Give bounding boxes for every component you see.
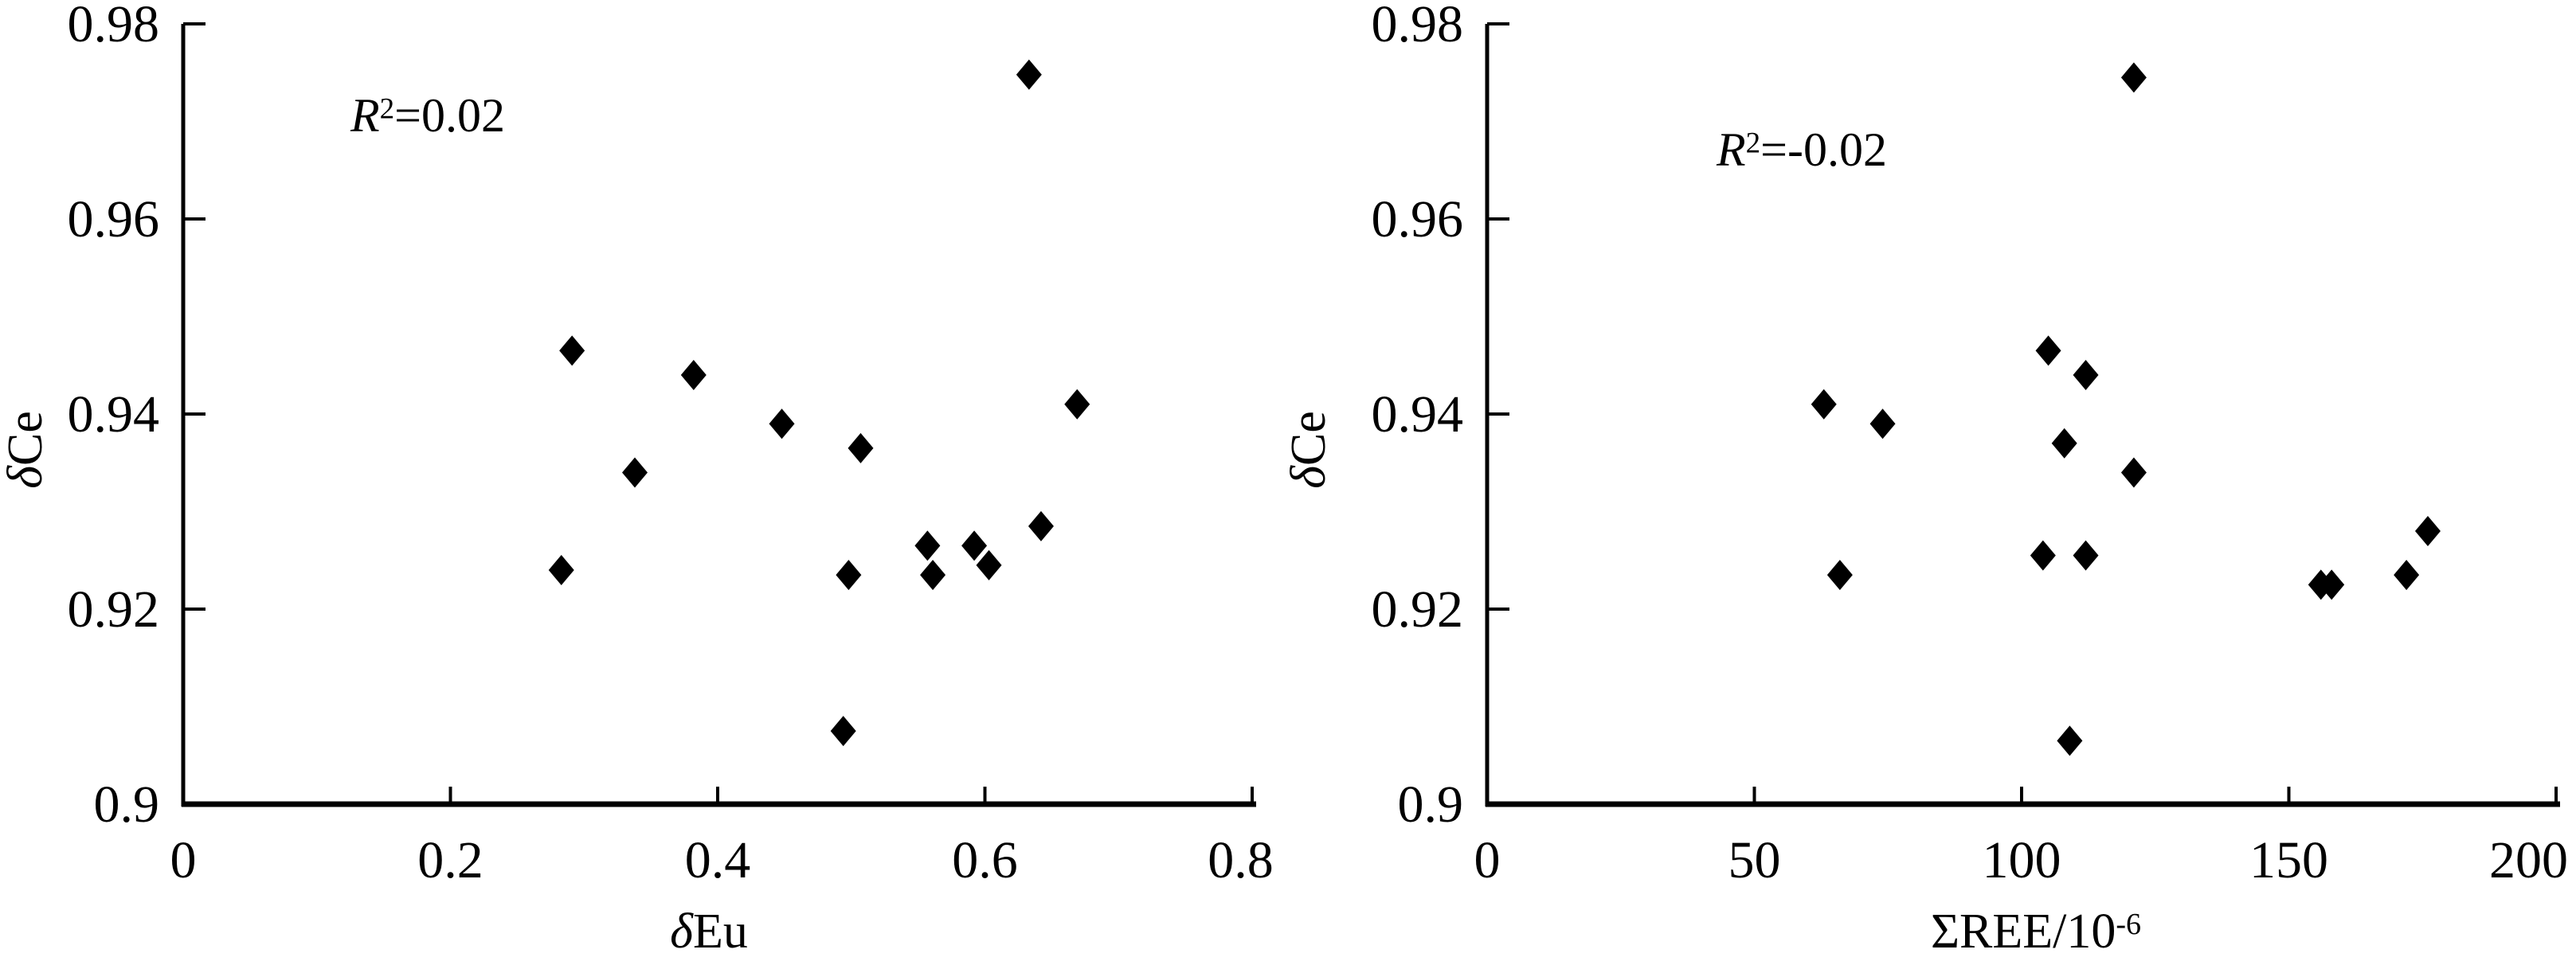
x-tick-label: 0.6 (952, 831, 1018, 889)
data-point (2057, 725, 2083, 756)
data-point (961, 530, 988, 561)
r-squared-annotation: R2=-0.02 (1716, 123, 1887, 176)
y-tick-label: 0.98 (1372, 0, 1464, 53)
left-chart-panel: 0.9 0.92 0.94 0.96 0.98 0 0.2 0.4 0.6 0.8 δEu δCe R2… (0, 0, 1274, 959)
data-point (680, 360, 707, 390)
y-tick-label: 0.92 (1372, 580, 1464, 639)
x-tick-label: 0 (1474, 831, 1501, 889)
r-squared-annotation: R2=0.02 (350, 89, 505, 142)
x-axis-title: ΣREE/10-6 (1931, 904, 2141, 959)
x-axis-title: δEu (670, 904, 748, 959)
y-tick-label: 0.96 (1372, 190, 1464, 248)
data-point (920, 560, 946, 591)
x-tick-label: 0 (170, 831, 197, 889)
data-point (548, 555, 574, 585)
x-tick-label: 100 (1983, 831, 2061, 889)
x-tick-label: 50 (1728, 831, 1781, 889)
y-axis-title: δCe (0, 411, 53, 489)
data-point (2394, 560, 2420, 591)
y-tick-label: 0.9 (1398, 776, 1464, 834)
data-point (2120, 457, 2147, 488)
right-chart-panel: 0.9 0.92 0.94 0.96 0.98 0 50 100 150 200 ΣREE/10-6… (1288, 0, 2576, 965)
data-point (830, 716, 856, 747)
x-tick-label: 0.8 (1208, 831, 1274, 889)
x-tick-label: 0.4 (685, 831, 751, 889)
y-tick-label: 0.92 (68, 580, 160, 639)
data-point (769, 408, 795, 440)
data-point (2051, 428, 2077, 459)
right-scatter-svg: 0.9 0.92 0.94 0.96 0.98 0 50 100 150 200 ΣREE/10-6… (1288, 0, 2568, 959)
data-point (2414, 516, 2441, 546)
data-point (2030, 540, 2056, 571)
data-point (1064, 389, 1090, 420)
data-point (559, 335, 585, 366)
y-tick-label: 0.94 (68, 385, 160, 443)
data-point (836, 560, 862, 591)
data-point (848, 432, 874, 463)
data-point (914, 530, 941, 561)
data-point (1869, 408, 1896, 440)
data-point (1811, 389, 1837, 420)
data-point (1028, 510, 1054, 541)
data-point (621, 457, 648, 488)
data-point (2073, 540, 2099, 571)
data-point (2073, 360, 2099, 390)
y-tick-label: 0.96 (68, 190, 160, 248)
data-point (2035, 335, 2061, 366)
x-tick-label: 150 (2249, 831, 2328, 889)
data-point (2120, 62, 2147, 93)
x-tick-label: 0.2 (417, 831, 483, 889)
left-scatter-svg: 0.9 0.92 0.94 0.96 0.98 0 0.2 0.4 0.6 0.8 δEu δCe R2… (0, 0, 1274, 959)
y-tick-label: 0.98 (68, 0, 160, 53)
y-tick-label: 0.94 (1372, 385, 1464, 443)
data-point (2319, 569, 2345, 600)
y-tick-label: 0.9 (94, 776, 160, 834)
data-point (976, 549, 1002, 580)
data-point (1826, 560, 1853, 591)
data-point (1016, 59, 1042, 90)
x-tick-label: 200 (2489, 831, 2568, 889)
y-axis-title: δCe (1288, 411, 1336, 489)
